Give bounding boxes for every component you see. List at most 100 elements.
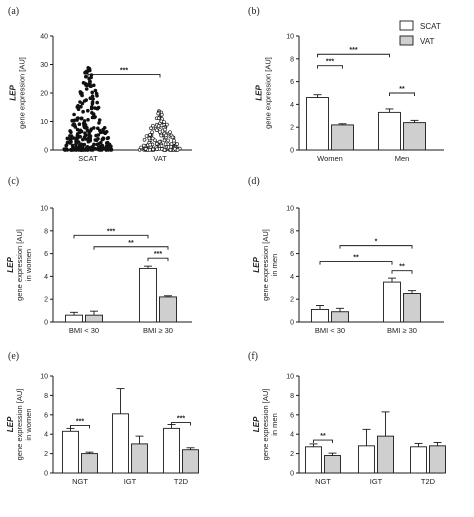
panel-d: (d) 0 2 4 6 8 10 LEP gene expression [AU] in men B… <box>248 176 444 335</box>
dot-vat <box>151 123 155 128</box>
dot-vat <box>143 147 148 151</box>
significance-bracket <box>389 92 415 96</box>
dot-scat <box>72 112 76 117</box>
bar-vat <box>324 455 341 474</box>
dot-scat <box>63 148 67 152</box>
dot-scat <box>71 136 76 140</box>
significance-bracket <box>87 74 161 78</box>
y-tick-label: 10 <box>286 374 294 381</box>
y-tick-label: 6 <box>290 79 294 86</box>
y-tick-label: 6 <box>290 251 294 258</box>
y-axis-label-line: in women <box>24 249 33 281</box>
y-tick-label: 4 <box>290 432 294 439</box>
dot-scat <box>96 146 101 150</box>
dot-vat <box>147 136 152 141</box>
y-tick-label: 2 <box>44 451 48 458</box>
y-tick-label: 8 <box>290 56 294 63</box>
bar-scat <box>139 267 157 323</box>
y-axis-label-gene: LEP <box>9 85 18 101</box>
y-tick-label: 4 <box>44 432 48 439</box>
dot-scat <box>75 127 80 132</box>
bar-scat <box>65 314 83 323</box>
category-label: IGT <box>370 477 383 486</box>
panel-label: (d) <box>248 176 260 187</box>
dot-scat <box>95 106 100 111</box>
dot-vat <box>169 142 174 146</box>
dot-scat <box>82 99 87 103</box>
y-tick-label: 0 <box>44 148 48 155</box>
dot-vat <box>155 147 159 151</box>
dot-vat <box>162 148 167 152</box>
dot-scat <box>101 136 105 140</box>
y-axis-label-gene: LEP <box>252 416 261 432</box>
dot-scat <box>83 70 87 75</box>
bar-scat <box>305 446 322 474</box>
dot-scat <box>81 109 85 114</box>
y-tick-label: 0 <box>44 320 48 327</box>
dot-scat <box>68 141 72 145</box>
significance-bracket <box>339 245 413 249</box>
dot-scat <box>76 116 80 120</box>
significance-label: * <box>375 239 378 246</box>
bar-scat <box>383 281 401 323</box>
bar-vat <box>159 296 177 323</box>
panel-f: (f) 0 2 4 6 8 10 LEP gene expression [AU] in men N… <box>248 351 446 486</box>
dot-scat <box>88 79 92 84</box>
y-tick-label: 10 <box>40 119 48 126</box>
dot-vat <box>148 148 152 152</box>
dot-scat <box>92 115 97 120</box>
dot-scat <box>79 91 83 96</box>
y-tick-label: 0 <box>290 320 294 327</box>
dot-scat <box>77 143 82 148</box>
category-label: BMI ≥ 30 <box>387 326 417 335</box>
y-axis-label-line: in men <box>270 413 279 436</box>
dot-scat <box>86 118 90 122</box>
dot-scat <box>77 122 82 126</box>
dot-scat <box>77 147 82 152</box>
dot-vat <box>159 133 163 138</box>
dot-scat <box>103 131 107 135</box>
bar-vat <box>131 443 148 474</box>
dot-scat <box>100 143 105 148</box>
dot-scat <box>98 128 102 133</box>
y-tick-label: 0 <box>290 148 294 155</box>
y-axis-label-gene: LEP <box>255 85 264 101</box>
legend-swatch-scat <box>399 20 414 31</box>
dot-vat <box>173 147 177 151</box>
y-tick-label: 20 <box>40 91 48 98</box>
dot-scat <box>92 83 96 88</box>
y-tick-label: 2 <box>44 297 48 304</box>
dot-vat <box>156 124 161 128</box>
category-label: Men <box>395 154 410 163</box>
dot-vat <box>159 123 164 128</box>
dot-vat <box>159 144 164 148</box>
dot-scat <box>87 77 91 81</box>
panel-label: (b) <box>248 6 260 17</box>
y-tick-label: 8 <box>44 393 48 400</box>
dot-scat <box>71 146 75 150</box>
dot-vat <box>148 142 152 147</box>
y-tick-label: 0 <box>44 471 48 478</box>
dot-scat <box>73 123 77 128</box>
dot-vat <box>160 112 164 117</box>
dot-scat <box>99 140 103 145</box>
dot-scat <box>93 88 98 93</box>
dot-scat <box>65 136 70 141</box>
dot-scat <box>89 127 94 131</box>
dot-scat <box>94 138 99 142</box>
dot-vat <box>168 130 172 134</box>
dot-scat <box>86 139 91 144</box>
bar-vat <box>429 445 446 474</box>
dot-scat <box>80 101 85 106</box>
dot-scat <box>92 142 96 147</box>
bar-vat <box>85 314 103 323</box>
dot-scat <box>91 97 95 101</box>
dot-vat <box>139 145 143 150</box>
legend-label: VAT <box>420 37 434 46</box>
bar-scat <box>311 309 329 323</box>
dot-scat <box>97 118 102 122</box>
dot-scat <box>75 132 80 136</box>
category-label: BMI < 30 <box>69 326 99 335</box>
category-label: NGT <box>72 477 88 486</box>
